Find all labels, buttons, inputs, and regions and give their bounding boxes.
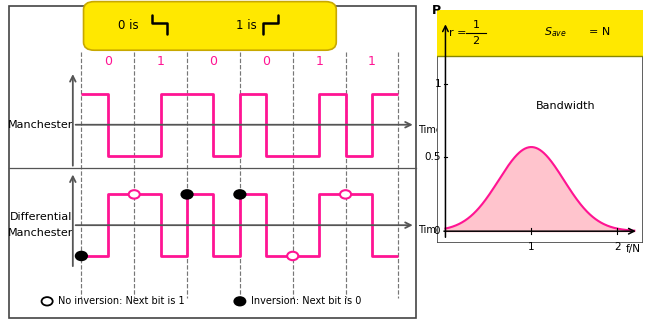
Text: $S_{ave}$: $S_{ave}$ (544, 25, 567, 39)
Text: 0: 0 (104, 55, 112, 68)
Text: 1: 1 (315, 55, 323, 68)
Text: Manchester: Manchester (8, 120, 73, 130)
Text: 0: 0 (433, 226, 439, 236)
Text: 1: 1 (528, 241, 534, 251)
Text: 0 is: 0 is (118, 19, 139, 32)
Circle shape (129, 190, 140, 199)
Text: Manchester: Manchester (8, 228, 73, 238)
Circle shape (182, 190, 193, 199)
Text: Time: Time (418, 125, 441, 134)
Text: 0: 0 (262, 55, 270, 68)
Circle shape (234, 297, 245, 306)
Text: r =: r = (449, 28, 470, 38)
Text: 0.5: 0.5 (424, 152, 441, 162)
Circle shape (287, 252, 298, 260)
FancyBboxPatch shape (9, 6, 415, 318)
Text: Time: Time (418, 225, 441, 235)
Circle shape (76, 252, 87, 260)
FancyBboxPatch shape (84, 2, 336, 50)
Circle shape (340, 190, 351, 199)
FancyBboxPatch shape (437, 10, 643, 56)
Text: Inversion: Next bit is 0: Inversion: Next bit is 0 (250, 296, 361, 306)
Text: 2: 2 (472, 36, 479, 46)
Text: f/N: f/N (625, 245, 640, 254)
Text: P: P (432, 4, 441, 17)
Text: 1: 1 (368, 55, 376, 68)
FancyBboxPatch shape (437, 10, 643, 243)
Text: 1: 1 (472, 20, 479, 30)
Text: 1: 1 (434, 78, 441, 88)
Text: No inversion: Next bit is 1: No inversion: Next bit is 1 (58, 296, 184, 306)
Text: Bandwidth: Bandwidth (536, 101, 595, 111)
Text: 1: 1 (157, 55, 165, 68)
Text: = N: = N (589, 27, 611, 37)
Text: Differential: Differential (10, 212, 72, 222)
Circle shape (42, 297, 53, 306)
Text: 1 is: 1 is (236, 19, 256, 32)
Circle shape (234, 190, 245, 199)
Text: 2: 2 (614, 241, 621, 251)
Text: 0: 0 (209, 55, 218, 68)
